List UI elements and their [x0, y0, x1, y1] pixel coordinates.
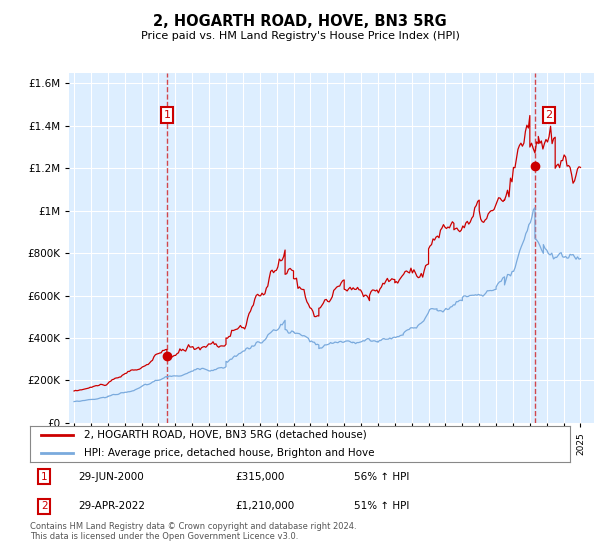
- Text: 29-JUN-2000: 29-JUN-2000: [79, 472, 145, 482]
- Text: 2, HOGARTH ROAD, HOVE, BN3 5RG: 2, HOGARTH ROAD, HOVE, BN3 5RG: [153, 14, 447, 29]
- Text: Price paid vs. HM Land Registry's House Price Index (HPI): Price paid vs. HM Land Registry's House …: [140, 31, 460, 41]
- Text: £1,210,000: £1,210,000: [235, 501, 295, 511]
- Text: 1: 1: [163, 110, 170, 120]
- Text: 1: 1: [41, 472, 47, 482]
- Text: HPI: Average price, detached house, Brighton and Hove: HPI: Average price, detached house, Brig…: [84, 448, 374, 458]
- Text: 2, HOGARTH ROAD, HOVE, BN3 5RG (detached house): 2, HOGARTH ROAD, HOVE, BN3 5RG (detached…: [84, 430, 367, 440]
- Text: 2: 2: [41, 501, 47, 511]
- Text: Contains HM Land Registry data © Crown copyright and database right 2024.
This d: Contains HM Land Registry data © Crown c…: [30, 522, 356, 542]
- Text: 51% ↑ HPI: 51% ↑ HPI: [354, 501, 409, 511]
- Text: 2: 2: [545, 110, 553, 120]
- Text: 29-APR-2022: 29-APR-2022: [79, 501, 146, 511]
- Text: £315,000: £315,000: [235, 472, 284, 482]
- Text: 56% ↑ HPI: 56% ↑ HPI: [354, 472, 409, 482]
